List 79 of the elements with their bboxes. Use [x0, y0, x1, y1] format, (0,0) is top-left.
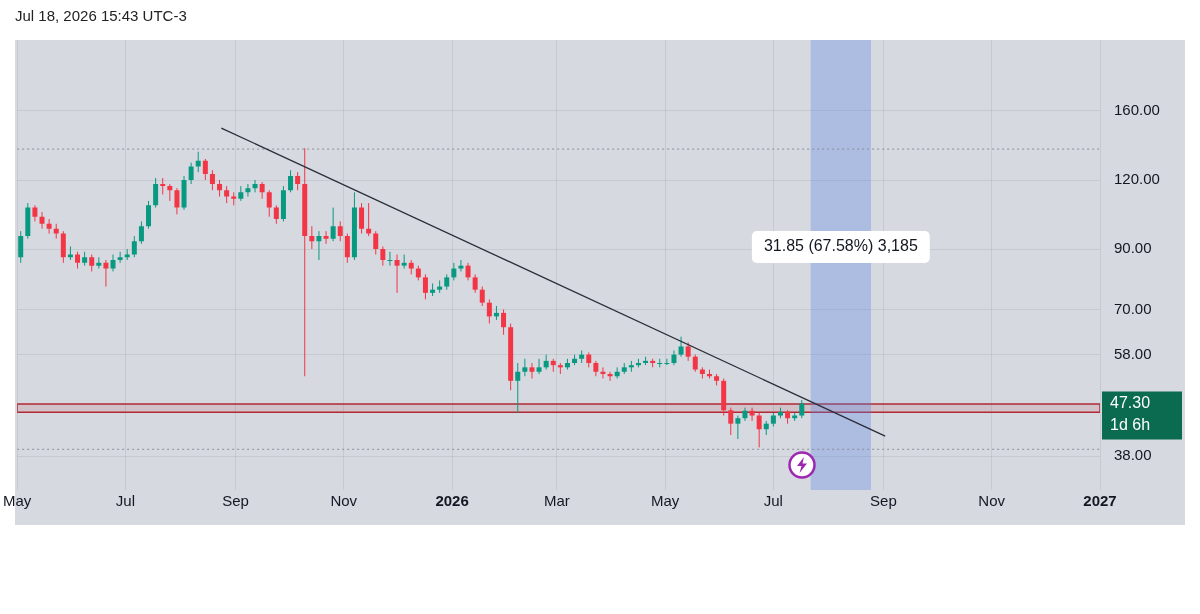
candlestick: [266, 189, 272, 218]
candlestick: [316, 230, 322, 261]
y-tick-label: 160.00: [1114, 101, 1160, 119]
candlestick: [536, 358, 542, 375]
candlestick: [117, 251, 123, 264]
candlestick: [146, 200, 152, 230]
band-label: 31.85 (67.58%) 3,185: [763, 237, 918, 255]
candlestick: [422, 273, 428, 300]
candlestick: [458, 259, 464, 272]
x-tick-label: Nov: [330, 492, 358, 510]
y-tick-label: 58.00: [1114, 344, 1152, 362]
candlestick: [39, 211, 45, 230]
candlestick: [337, 220, 343, 242]
candlestick: [607, 371, 613, 382]
candlestick: [209, 169, 215, 191]
x-tick-label: May: [3, 492, 32, 510]
x-tick-label: Sep: [870, 492, 897, 510]
candlestick: [18, 230, 24, 264]
y-tick-label: 38.00: [1114, 446, 1152, 464]
candlestick: [330, 207, 336, 242]
candlestick: [188, 162, 194, 185]
candlestick: [685, 341, 691, 362]
candlestick: [309, 225, 315, 250]
candlestick: [671, 349, 677, 366]
candlestick: [728, 407, 734, 436]
x-tick-label: Nov: [978, 492, 1006, 510]
candlestick: [344, 233, 350, 264]
candlestick: [472, 273, 478, 294]
candlestick: [735, 415, 741, 440]
x-tick-label: Jul: [115, 492, 136, 510]
chart-title: Jul 18, 2026 15:43 UTC-3: [15, 7, 187, 25]
candlestick: [799, 399, 805, 419]
candlestick: [202, 158, 208, 181]
candlestick: [515, 362, 521, 414]
candlestick: [451, 262, 457, 281]
candlestick: [742, 407, 748, 422]
candlestick: [174, 187, 180, 215]
y-tick-label: 70.00: [1114, 299, 1152, 317]
candlestick: [394, 253, 400, 294]
candlestick: [479, 286, 485, 307]
candlestick: [501, 308, 507, 336]
candlestick: [678, 336, 684, 358]
candlestick: [110, 253, 116, 272]
candlestick: [288, 169, 294, 193]
x-tick-label: May: [650, 492, 680, 510]
candlestick: [600, 366, 606, 380]
candlestick: [373, 230, 379, 255]
candlestick: [359, 202, 365, 235]
candlestick: [153, 177, 159, 209]
candlestick: [486, 298, 492, 325]
candlestick: [131, 235, 137, 258]
y-tick-label: 120.00: [1114, 170, 1160, 188]
candlestick: [252, 179, 258, 193]
candlestick: [366, 202, 372, 237]
x-tick-label: Jul: [763, 492, 783, 510]
candlestick: [60, 230, 66, 264]
candlestick: [756, 412, 762, 448]
candlestick: [380, 245, 386, 267]
x-tick-label: 2027: [1083, 492, 1117, 510]
candlestick: [259, 181, 265, 200]
y-tick-label: 90.00: [1114, 239, 1152, 257]
candlestick: [522, 358, 528, 377]
candlestick: [245, 183, 251, 198]
candlestick: [529, 362, 535, 380]
x-tick-label: Mar: [543, 492, 570, 510]
candlestick: [138, 220, 144, 245]
candlestick: [664, 358, 670, 366]
candlestick: [387, 251, 393, 267]
candlestick: [749, 407, 755, 422]
x-tick-label: 2026: [435, 492, 469, 510]
candlestick: [46, 218, 52, 235]
text: 47.30: [1110, 393, 1151, 411]
x-tick-label: Sep: [222, 492, 249, 510]
candlestick: [103, 259, 109, 288]
text: 1d 6h: [1110, 415, 1151, 433]
candlestick: [401, 253, 407, 270]
candlestick: [273, 204, 279, 225]
candlestick: [295, 171, 301, 191]
candlestick: [323, 230, 329, 245]
